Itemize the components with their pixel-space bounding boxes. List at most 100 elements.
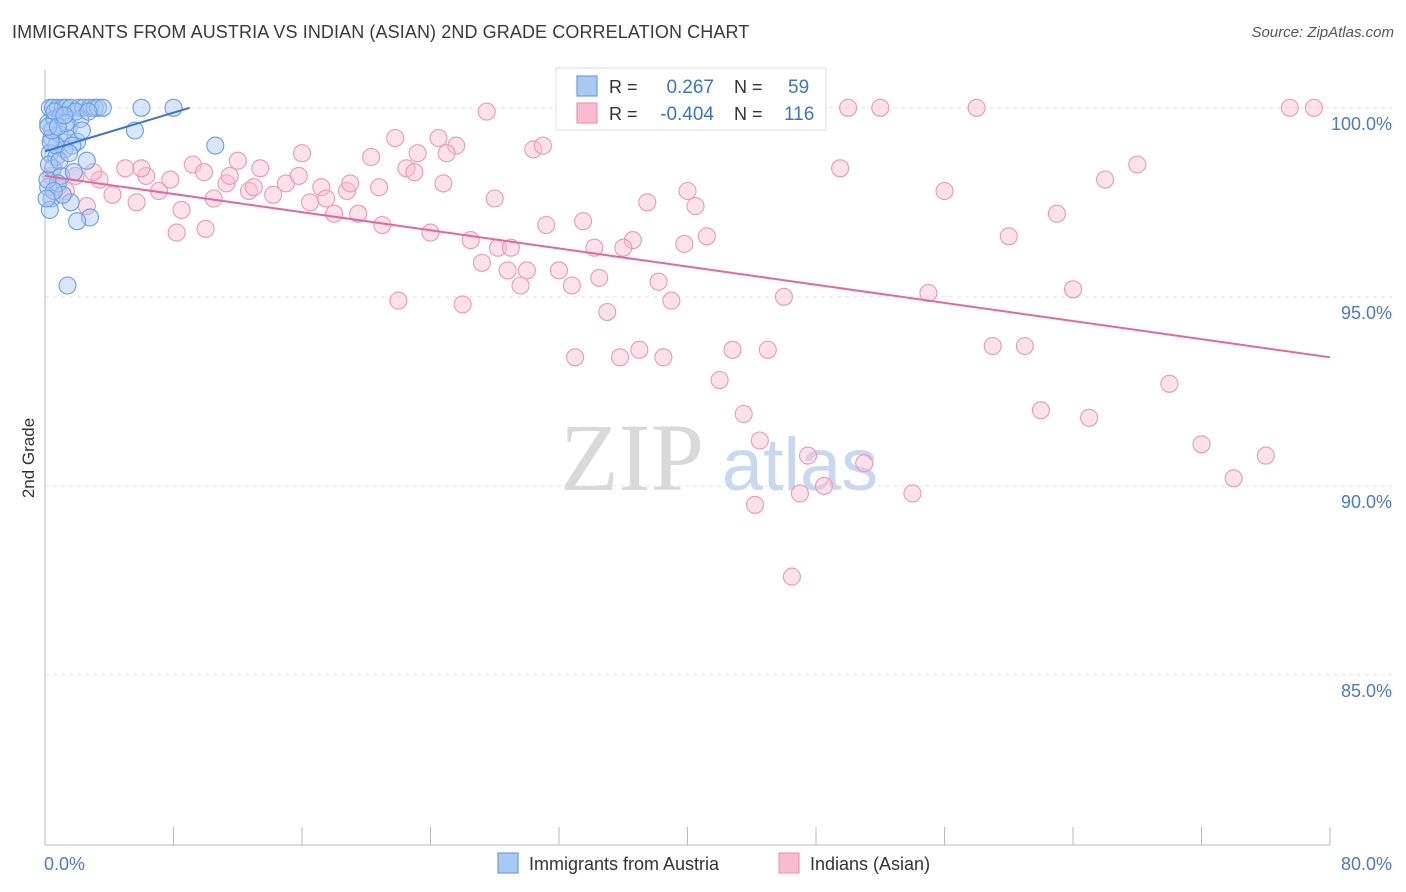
pink-point-83 <box>501 238 520 257</box>
legend-item-austria[interactable]: Immigrants from Austria <box>497 852 720 874</box>
pink-point-92 <box>750 431 769 450</box>
pink-point-90 <box>654 348 673 367</box>
pink-point-34 <box>434 174 453 193</box>
pink-point-94 <box>798 446 818 465</box>
pink-point-106 <box>1280 98 1299 117</box>
pink-point-69 <box>196 219 215 238</box>
pink-point-37 <box>472 253 491 272</box>
blue-point-49 <box>72 121 91 140</box>
pink-point-50 <box>638 193 657 212</box>
pink-point-51 <box>649 272 668 291</box>
stats-swatch-blue <box>576 75 598 97</box>
blue-point-38 <box>45 102 64 121</box>
y-axis-label: 2nd Grade <box>19 418 38 498</box>
pink-point-17 <box>228 151 247 170</box>
pink-point-97 <box>903 484 922 503</box>
y-tick-label-0: 100.0% <box>1331 114 1392 134</box>
legend: Immigrants from Austria Indians (Asian) <box>497 852 930 874</box>
pink-point-44 <box>562 276 581 295</box>
pink-point-66 <box>84 163 103 182</box>
stats-n-value-blue: 59 <box>788 77 809 98</box>
pink-point-7 <box>116 159 135 178</box>
watermark-atlas: atlas <box>722 423 878 506</box>
stats-box-frame <box>555 67 827 131</box>
trend-lines <box>44 106 1331 359</box>
blue-point-47 <box>50 151 69 170</box>
pink-point-57 <box>723 340 742 359</box>
pink-point-95 <box>814 476 834 495</box>
pink-point-74 <box>341 174 360 193</box>
pink-point-28 <box>362 147 381 167</box>
pink-point-23 <box>300 193 320 212</box>
blue-point-46 <box>44 181 63 201</box>
legend-item-indians[interactable]: Indians (Asian) <box>778 852 930 874</box>
y-tick-label-3: 85.0% <box>1341 681 1392 701</box>
data-points <box>37 98 1323 586</box>
pink-point-8 <box>127 193 146 212</box>
legend-label-indians: Indians (Asian) <box>810 854 930 874</box>
pink-point-60 <box>758 340 777 359</box>
pink-point-79 <box>437 144 456 163</box>
blue-point-53 <box>58 276 77 295</box>
source-credit[interactable]: Source: ZipAtlas.com <box>1251 24 1394 41</box>
pink-point-64 <box>839 98 858 117</box>
stats-swatch-pink <box>576 102 598 124</box>
pink-point-104 <box>1256 446 1275 465</box>
pink-point-102 <box>1192 435 1211 454</box>
blue-point-55 <box>48 117 67 136</box>
pink-point-86 <box>566 348 585 367</box>
pink-point-39 <box>498 261 517 280</box>
axes <box>44 70 1331 846</box>
pink-point-48 <box>610 348 630 367</box>
pink-point-100 <box>1096 170 1115 189</box>
stats-r-value-blue: 0.267 <box>666 77 714 98</box>
pink-point-49 <box>623 231 642 250</box>
pink-point-19 <box>251 159 270 178</box>
pink-point-20 <box>264 185 283 204</box>
pink-point-33 <box>421 223 440 242</box>
pink-point-59 <box>745 495 765 514</box>
pink-point-87 <box>590 268 609 287</box>
pink-point-105 <box>1304 98 1323 117</box>
pink-point-63 <box>831 159 850 178</box>
stats-n-value-pink: 116 <box>784 104 814 125</box>
pink-point-70 <box>220 166 239 185</box>
pink-point-98 <box>967 98 986 117</box>
legend-label-austria: Immigrants from Austria <box>529 854 720 874</box>
pink-point-84 <box>517 261 536 280</box>
stats-r-value-pink: -0.404 <box>660 104 714 125</box>
pink-point-56 <box>710 370 729 390</box>
pink-point-58 <box>734 404 753 424</box>
pink-point-71 <box>244 178 263 197</box>
blue-point-37 <box>206 136 225 155</box>
x-tick-labels: 0.0% 80.0% <box>44 854 1392 874</box>
blue-point-10 <box>88 98 108 117</box>
pink-point-38 <box>485 189 504 208</box>
pink-point-61 <box>774 287 793 306</box>
blue-point-11 <box>93 98 112 117</box>
blue-point-43 <box>39 155 59 174</box>
pink-point-42 <box>537 215 556 235</box>
pink-point-25 <box>325 204 344 223</box>
pink-point-68 <box>167 223 186 242</box>
chart-title: IMMIGRANTS FROM AUSTRIA VS INDIAN (ASIAN… <box>12 22 750 42</box>
blue-point-58 <box>37 189 56 208</box>
pink-point-103 <box>1224 469 1243 488</box>
x-tick-label-0: 0.0% <box>44 854 85 874</box>
legend-swatch-indians <box>778 852 800 874</box>
pink-point-22 <box>289 166 308 185</box>
pink-point-85 <box>533 136 552 155</box>
stats-n-label-blue: N = <box>734 77 763 97</box>
pink-point-35 <box>447 136 466 155</box>
pink-point-40 <box>511 276 530 295</box>
pink-point-107 <box>1063 280 1083 299</box>
stats-r-label-pink: R = <box>609 104 638 124</box>
y-tick-label-2: 90.0% <box>1341 492 1392 512</box>
pink-point-108 <box>935 181 954 201</box>
pink-point-109 <box>1047 204 1066 223</box>
pink-point-24 <box>312 178 331 197</box>
pink-point-73 <box>317 189 336 208</box>
y-tick-label-1: 95.0% <box>1341 303 1392 323</box>
blue-trend-line <box>44 106 190 153</box>
